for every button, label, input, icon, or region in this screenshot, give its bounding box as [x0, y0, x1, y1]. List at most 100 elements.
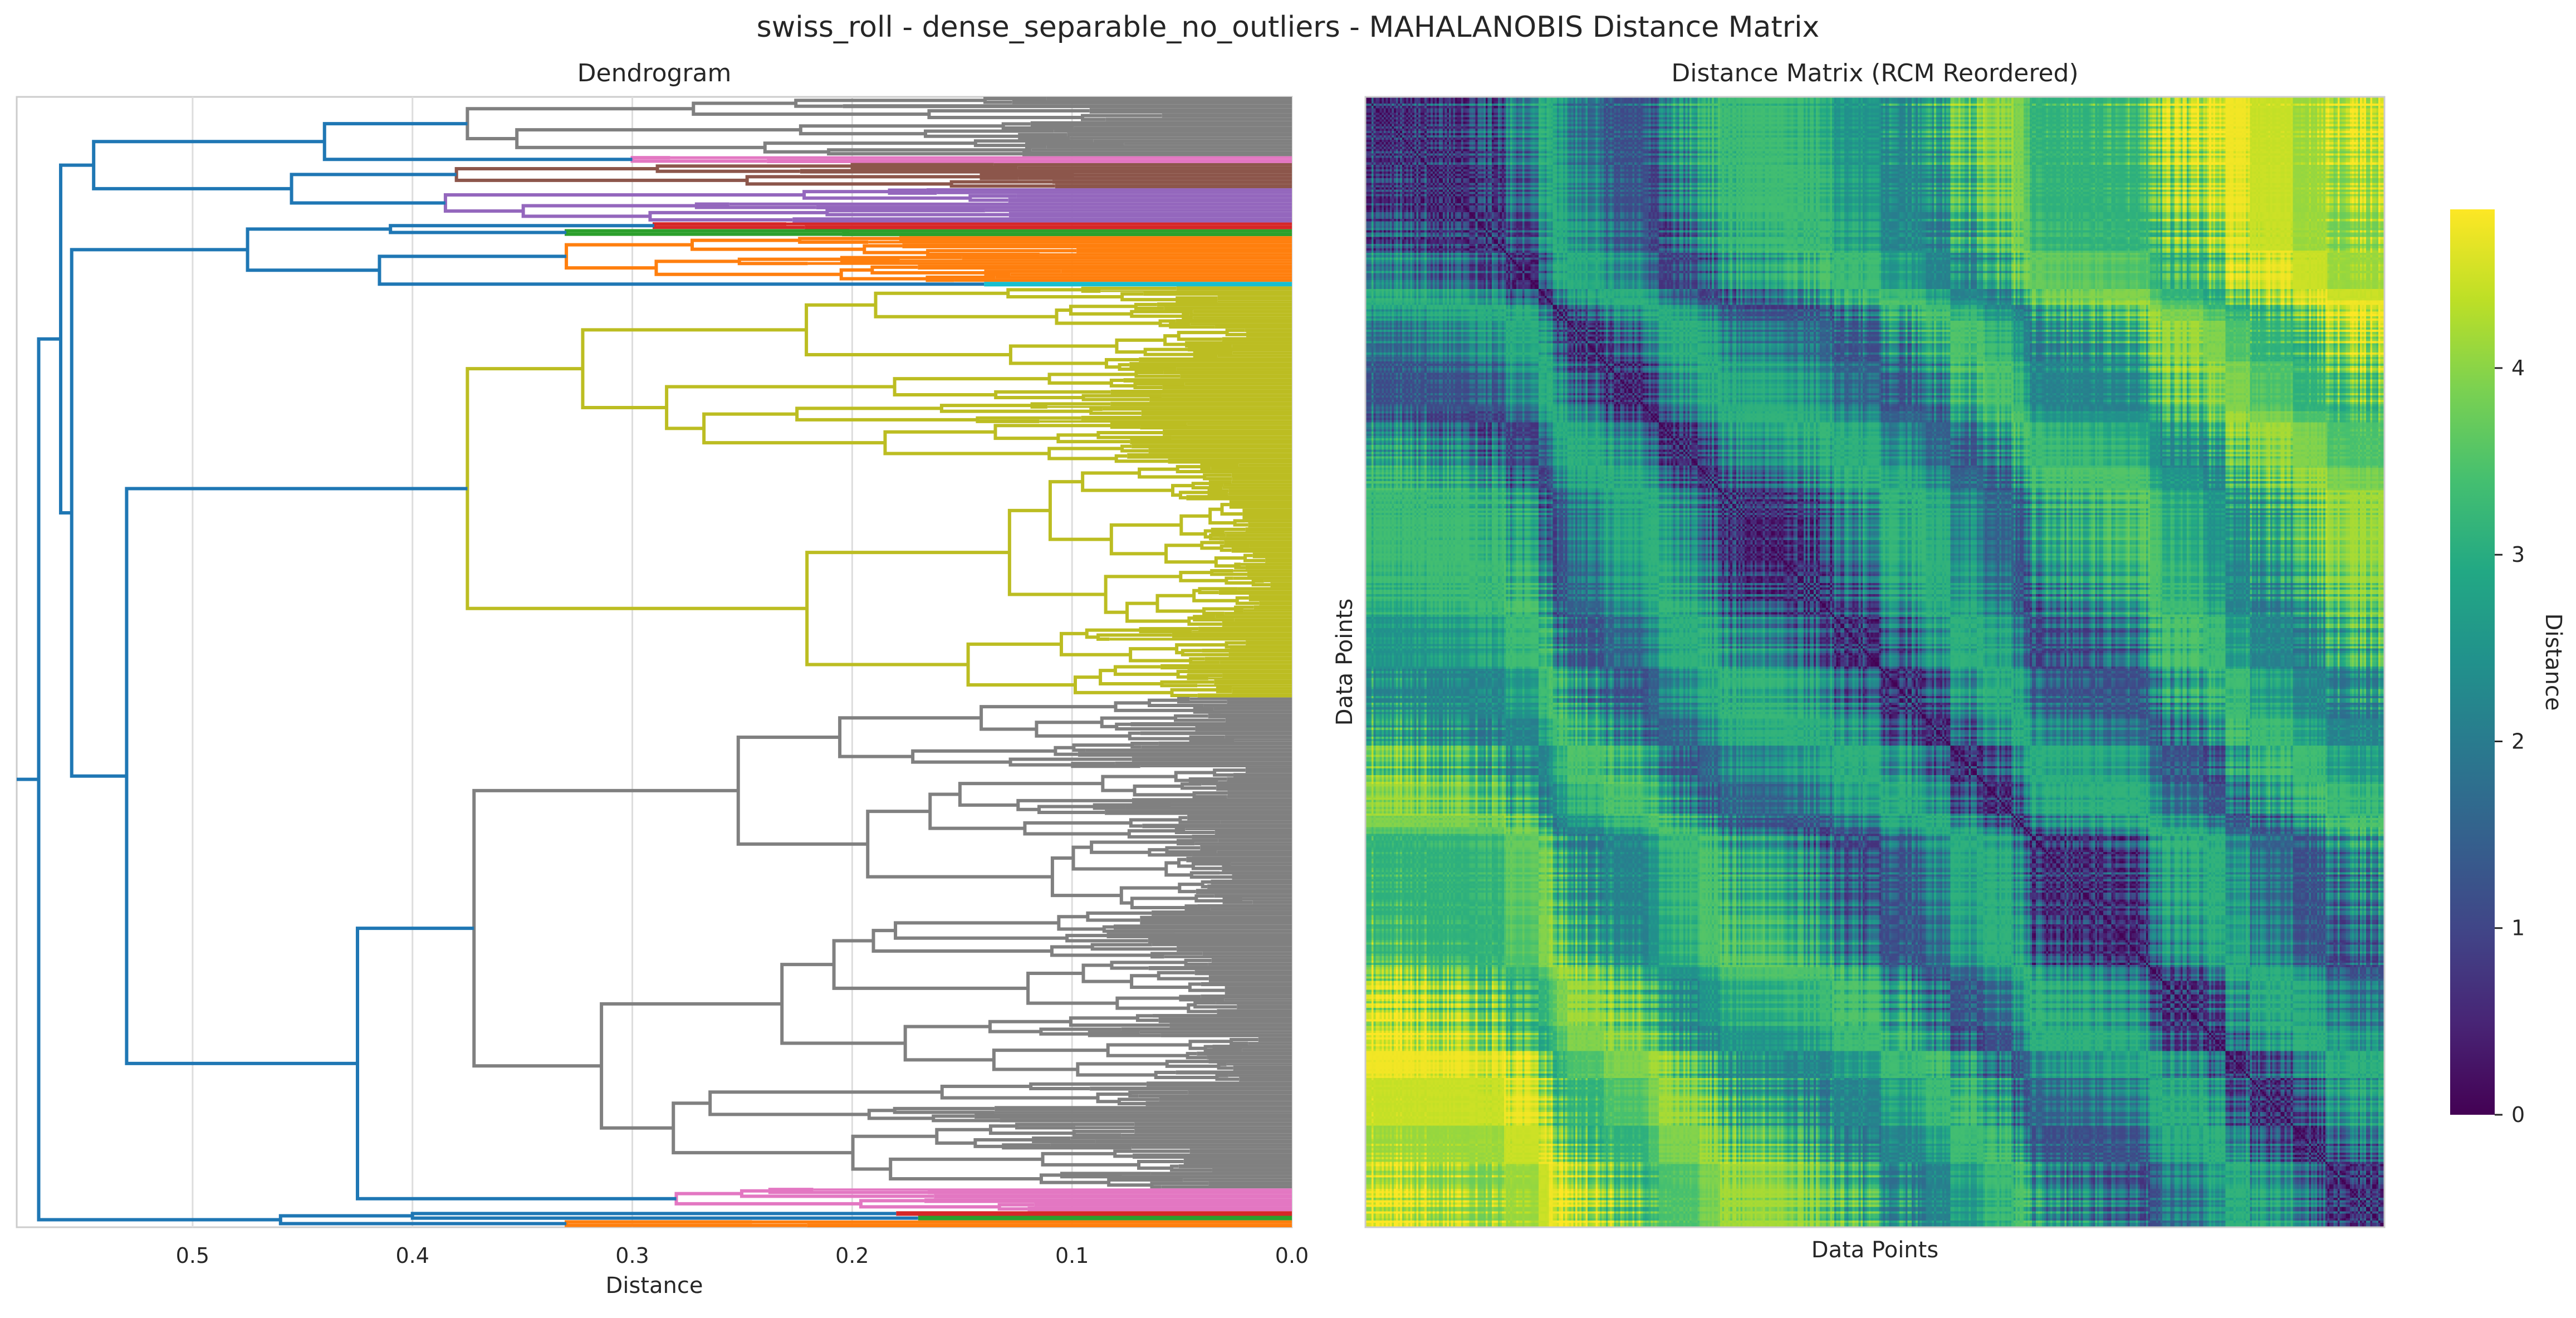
- dendrogram-leaf-fan: [1061, 270, 1292, 273]
- dendrogram-leaf-fan: [1158, 741, 1292, 746]
- dendrogram-links: [17, 96, 1292, 1227]
- dendrogram-x-tick-label: 0.1: [1055, 1243, 1089, 1268]
- dendrogram-link: [1174, 771, 1215, 782]
- dendrogram-leaf-fan: [1245, 565, 1292, 570]
- dendrogram-link: [976, 416, 1081, 423]
- dendrogram-leaf-fan: [1130, 439, 1292, 444]
- dendrogram-leaf-fan: [1195, 726, 1292, 732]
- dendrogram-link: [1234, 605, 1254, 613]
- dendrogram-leaf-fan: [1217, 354, 1292, 357]
- dendrogram-leaf-fan: [1177, 946, 1292, 952]
- dendrogram-link: [1209, 533, 1226, 541]
- dendrogram-link: [1047, 447, 1123, 460]
- dendrogram-leaf-fan: [1158, 1017, 1292, 1023]
- dendrogram-leaf-fan: [842, 232, 1292, 237]
- dendrogram-link: [1134, 302, 1164, 310]
- dendrogram-leaf-fan: [1134, 1122, 1292, 1126]
- dendrogram-link: [1089, 408, 1142, 415]
- dendrogram-link: [805, 303, 1011, 357]
- dendrogram-link: [874, 291, 1057, 319]
- dendrogram-leaf-fan: [1228, 1074, 1292, 1077]
- dendrogram-link: [1164, 543, 1216, 564]
- dendrogram-leaf-fan: [1216, 785, 1292, 791]
- dendrogram-link: [883, 430, 1050, 455]
- dendrogram-link: [581, 328, 807, 409]
- dendrogram-leaf-fan: [1163, 429, 1292, 436]
- dendrogram-link: [932, 1114, 1000, 1123]
- dendrogram-leaf-fan: [1218, 590, 1292, 595]
- dendrogram-link: [1032, 1136, 1096, 1143]
- dendrogram-leaf-fan: [1133, 1153, 1292, 1159]
- dendrogram-leaf-fan: [1203, 704, 1292, 707]
- dendrogram-leaf-fan: [1189, 1149, 1292, 1154]
- dendrogram-leaf-fan: [1189, 697, 1292, 700]
- dendrogram-leaf-fan: [1232, 687, 1292, 690]
- dendrogram-leaf-fan: [1122, 1175, 1292, 1179]
- dendrogram-link: [1155, 594, 1204, 613]
- dendrogram-link: [1107, 1178, 1183, 1187]
- dendrogram-leaf-fan: [1017, 166, 1292, 169]
- dendrogram-leaf-fan: [1093, 139, 1292, 143]
- dendrogram-leaf-fan: [954, 278, 1292, 282]
- dendrogram-link: [984, 270, 1061, 276]
- dendrogram-link: [1059, 631, 1131, 656]
- dendrogram-leaf-fan: [1100, 290, 1292, 292]
- dendrogram-leaf-fan: [1176, 1070, 1292, 1075]
- dendrogram-leaf-fan: [1225, 735, 1292, 739]
- dendrogram-leaf-fan: [1211, 466, 1292, 470]
- dendrogram-leaf-fan: [1217, 300, 1292, 303]
- dendrogram-leaf-fan: [1214, 469, 1292, 474]
- dendrogram-leaf-fan: [1242, 1048, 1292, 1052]
- dendrogram-link: [1222, 897, 1253, 904]
- dendrogram-link: [694, 202, 816, 209]
- dendrogram-link: [1188, 1040, 1232, 1050]
- dendrogram-leaf-fan: [1220, 820, 1292, 824]
- dendrogram-leaf-fan: [1227, 777, 1292, 781]
- dendrogram-link: [1174, 714, 1226, 722]
- dendrogram-leaf-fan: [1018, 177, 1292, 180]
- dendrogram-leaf-fan: [1224, 998, 1292, 1001]
- dendrogram-link: [654, 259, 841, 276]
- dendrogram-leaf-fan: [918, 264, 1292, 270]
- dendrogram-link: [1090, 840, 1178, 854]
- dendrogram-leaf-fan: [1214, 325, 1292, 329]
- dendrogram-leaf-fan: [1228, 489, 1292, 493]
- dendrogram-leaf-fan: [1150, 1172, 1292, 1175]
- dendrogram-leaf-fan: [729, 202, 1292, 206]
- dendrogram-link: [888, 188, 937, 195]
- dendrogram-link: [1203, 529, 1213, 539]
- dendrogram-link: [466, 107, 694, 141]
- dendrogram-leaf-fan: [1193, 310, 1292, 313]
- dendrogram-leaf-fan: [1030, 121, 1292, 127]
- dendrogram-leaf-fan: [1212, 1045, 1292, 1049]
- dendrogram-leaf-fan: [1192, 852, 1292, 857]
- dendrogram-leaf-fan: [767, 159, 1292, 163]
- dendrogram-leaf-fan: [1102, 408, 1292, 411]
- dendrogram-leaf-fan: [995, 276, 1292, 279]
- dendrogram-leaf-fan: [1222, 865, 1292, 871]
- dendrogram-leaf-fan: [1259, 601, 1292, 606]
- dendrogram-leaf-fan: [1127, 453, 1292, 459]
- dendrogram-leaf-fan: [1252, 900, 1292, 904]
- dendrogram-link: [1177, 839, 1218, 846]
- dendrogram-leaf-fan: [1224, 540, 1292, 545]
- dendrogram-leaf-fan: [1243, 609, 1292, 612]
- dendrogram-leaf-fan: [1074, 173, 1292, 177]
- dendrogram-leaf-fan: [1183, 1178, 1292, 1182]
- dendrogram-leaf-fan: [1152, 943, 1292, 947]
- dendrogram-link: [1139, 627, 1199, 634]
- dendrogram-link: [1187, 674, 1223, 680]
- dendrogram-leaf-fan: [1075, 1126, 1292, 1129]
- dendrogram-leaf-fan: [1201, 994, 1292, 999]
- dendrogram-leaf-fan: [1039, 420, 1292, 423]
- dendrogram-leaf-fan: [1252, 552, 1292, 558]
- dendrogram-leaf-fan: [1194, 970, 1292, 976]
- dendrogram-leaf-fan: [1121, 1133, 1292, 1137]
- dendrogram-link: [894, 921, 1067, 940]
- dendrogram-link: [903, 1025, 994, 1062]
- dendrogram-x-axis-label: Distance: [606, 1273, 703, 1299]
- dendrogram-leaf-fan: [1187, 815, 1292, 821]
- dendrogram-leaf-fan: [1070, 136, 1292, 140]
- dendrogram-top-link: [70, 248, 248, 778]
- dendrogram-leaf-fan: [1114, 924, 1292, 930]
